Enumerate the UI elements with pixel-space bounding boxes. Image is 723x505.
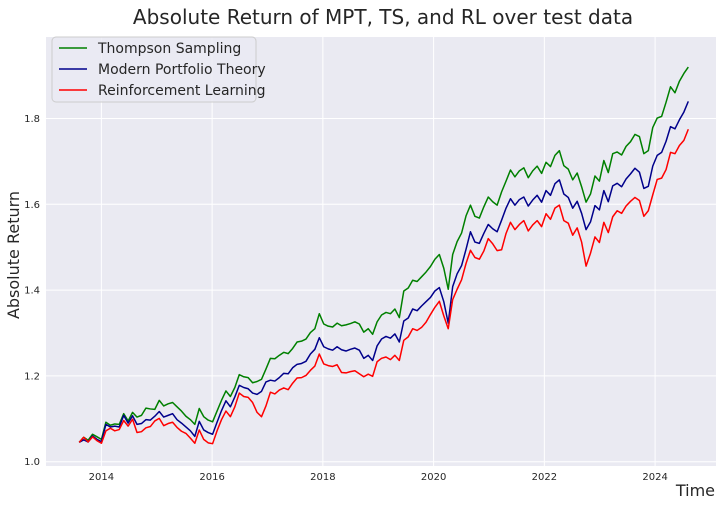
x-tick-label: 2020 bbox=[421, 472, 446, 483]
y-tick-label: 1.6 bbox=[24, 200, 40, 211]
plot-background bbox=[46, 37, 716, 466]
series-line-reinforcement-learning bbox=[78, 128, 690, 445]
y-tick-label: 1.4 bbox=[24, 286, 40, 297]
y-tick-label: 1.8 bbox=[24, 114, 40, 125]
legend-label-thompson-sampling: Thompson Sampling bbox=[97, 41, 241, 57]
y-tick-label: 1.0 bbox=[24, 457, 40, 468]
legend-box bbox=[51, 36, 257, 103]
x-tick-label: 2016 bbox=[199, 472, 224, 483]
series-line-thompson-sampling bbox=[78, 66, 689, 443]
plot-area: 1.0 1.2 1.4 1.6 1.8 2014 2016 2018 2020 2022 2024 T… bbox=[24, 36, 716, 483]
x-tick-label: 2014 bbox=[89, 472, 114, 483]
x-tick-label: 2018 bbox=[310, 472, 335, 483]
x-tick-label: 2024 bbox=[642, 472, 667, 483]
x-axis-label: Time bbox=[675, 481, 715, 500]
y-axis-label: Absolute Return bbox=[4, 191, 23, 319]
x-tick-label: 2022 bbox=[532, 472, 557, 483]
series-line-modern-portfolio-theory bbox=[78, 101, 690, 444]
legend-label-modern-portfolio-theory: Modern Portfolio Theory bbox=[98, 62, 266, 78]
chart-title: Absolute Return of MPT, TS, and RL over … bbox=[133, 5, 633, 29]
y-tick-label: 1.2 bbox=[24, 371, 40, 382]
legend-label-reinforcement-learning: Reinforcement Learning bbox=[98, 83, 266, 99]
